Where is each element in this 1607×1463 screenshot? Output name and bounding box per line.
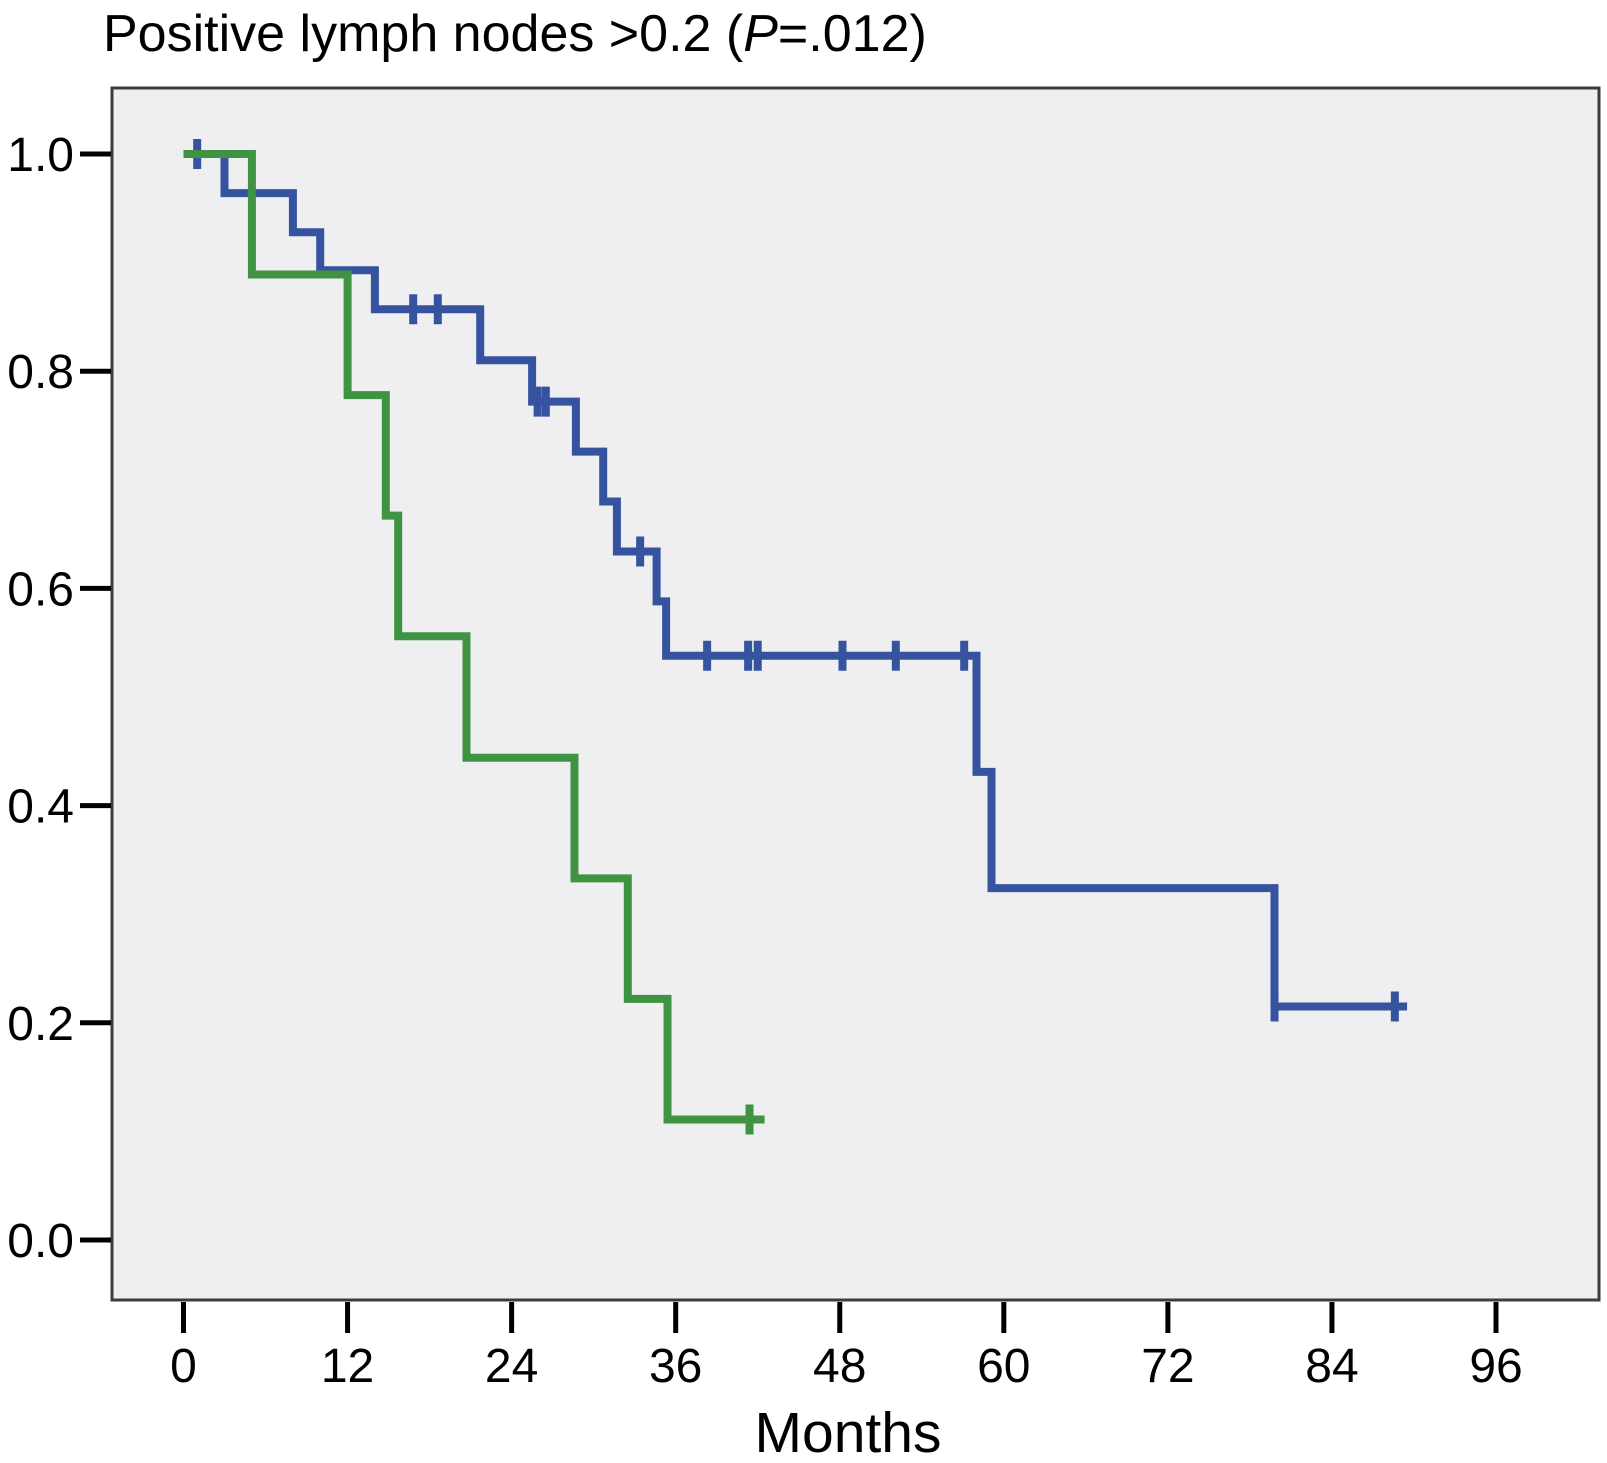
y-axis-tick-label: 0.0 xyxy=(7,1215,74,1268)
y-axis-tick-label: 0.6 xyxy=(7,563,74,616)
x-axis-tick-label: 12 xyxy=(321,1340,374,1393)
chart-title-pvalue-symbol: P xyxy=(743,5,778,63)
y-axis-tick-label: 0.2 xyxy=(7,998,74,1051)
chart-title-prefix: Positive lymph nodes >0.2 ( xyxy=(103,5,744,63)
x-axis-tick-label: 60 xyxy=(977,1340,1030,1393)
x-axis-tick-label: 72 xyxy=(1141,1340,1194,1393)
green-group-curve xyxy=(183,150,765,1124)
y-axis-tick-label: 1.0 xyxy=(7,129,74,182)
plot-area xyxy=(112,88,1599,1300)
x-axis-tick-label: 84 xyxy=(1305,1340,1358,1393)
x-axis-tick-label: 36 xyxy=(649,1340,702,1393)
blue-group-curve xyxy=(183,150,1408,1011)
y-axis-tick-label: 0.4 xyxy=(7,781,74,834)
x-axis-tick-label: 96 xyxy=(1469,1340,1522,1393)
x-axis-tick-label: 24 xyxy=(485,1340,538,1393)
chart-title: Positive lymph nodes >0.2 (P=.012) xyxy=(103,2,927,67)
chart-title-suffix: =.012) xyxy=(777,5,927,63)
x-axis-tick-label: 0 xyxy=(170,1340,197,1393)
y-axis-tick-label: 0.8 xyxy=(7,346,74,399)
x-axis-title: Months xyxy=(755,1401,942,1463)
x-axis-tick-label: 48 xyxy=(813,1340,866,1393)
plot-frame xyxy=(110,86,1601,1302)
